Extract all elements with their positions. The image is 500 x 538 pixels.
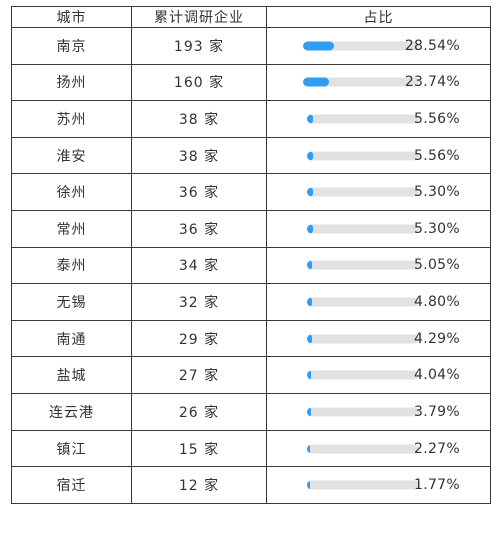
- share-bar-fill: [307, 444, 310, 453]
- share-bar-fill: [307, 260, 313, 270]
- header-city: 城市: [11, 6, 132, 28]
- count-cell: 34 家: [131, 246, 267, 285]
- share-bar-fill: [307, 480, 310, 490]
- share-cell: 5.56%: [266, 136, 491, 175]
- share-bar-fill: [303, 41, 335, 51]
- count-cell: 12 家: [131, 466, 267, 504]
- share-percent-label: 5.05%: [414, 257, 460, 274]
- table-row: 宿迁 12 家 1.77%: [11, 466, 491, 504]
- count-cell: 160 家: [131, 63, 267, 102]
- city-cell: 淮安: [11, 136, 132, 175]
- share-bar-fill: [307, 114, 313, 124]
- header-share: 占比: [266, 6, 491, 28]
- table-row: 连云港 26 家 3.79%: [11, 393, 491, 431]
- count-cell: 29 家: [131, 319, 267, 358]
- share-cell: 28.54%: [266, 27, 491, 65]
- share-bar-fill: [307, 151, 313, 161]
- count-cell: 38 家: [131, 100, 267, 138]
- city-cell: 连云港: [11, 393, 132, 431]
- share-percent-label: 5.30%: [414, 184, 460, 201]
- share-percent-label: 4.80%: [414, 294, 460, 311]
- share-cell: 3.79%: [266, 393, 491, 431]
- city-cell: 南京: [11, 27, 132, 65]
- share-bar-fill: [307, 297, 313, 307]
- share-bar-track: [307, 444, 419, 453]
- share-cell: 5.05%: [266, 246, 491, 285]
- share-bar-track: [307, 151, 419, 161]
- share-cell: 1.77%: [266, 466, 491, 504]
- table-row: 淮安 38 家 5.56%: [11, 136, 491, 175]
- table-row: 泰州 34 家 5.05%: [11, 246, 491, 285]
- share-bar-fill: [307, 407, 312, 417]
- city-survey-table: 城市 累计调研企业 占比 南京 193 家 28.54% 扬州 160 家 23.74% 苏…: [11, 6, 491, 504]
- share-cell: 4.04%: [266, 356, 491, 395]
- table-row: 盐城 27 家 4.04%: [11, 356, 491, 395]
- table-body: 南京 193 家 28.54% 扬州 160 家 23.74% 苏州 38 家 5.56% 淮安 3…: [11, 27, 491, 504]
- share-bar-track: [307, 187, 419, 197]
- table-row: 南京 193 家 28.54%: [11, 27, 491, 65]
- share-cell: 5.56%: [266, 100, 491, 138]
- share-cell: 4.29%: [266, 319, 491, 358]
- table-row: 南通 29 家 4.29%: [11, 319, 491, 358]
- city-cell: 扬州: [11, 63, 132, 102]
- city-cell: 南通: [11, 319, 132, 358]
- share-percent-label: 5.56%: [414, 147, 460, 164]
- table-row: 徐州 36 家 5.30%: [11, 173, 491, 212]
- city-cell: 镇江: [11, 429, 132, 468]
- share-bar-track: [303, 77, 419, 87]
- city-cell: 常州: [11, 210, 132, 248]
- city-cell: 无锡: [11, 283, 132, 321]
- share-cell: 5.30%: [266, 173, 491, 212]
- share-cell: 5.30%: [266, 210, 491, 248]
- table-row: 无锡 32 家 4.80%: [11, 283, 491, 321]
- share-bar-track: [307, 407, 419, 417]
- share-bar-fill: [307, 370, 312, 380]
- city-cell: 盐城: [11, 356, 132, 395]
- table-row: 苏州 38 家 5.56%: [11, 100, 491, 138]
- share-percent-label: 4.29%: [414, 330, 460, 347]
- count-cell: 193 家: [131, 27, 267, 65]
- table-header-row: 城市 累计调研企业 占比: [11, 6, 491, 28]
- count-cell: 36 家: [131, 210, 267, 248]
- count-cell: 38 家: [131, 136, 267, 175]
- share-cell: 2.27%: [266, 429, 491, 468]
- share-bar-track: [307, 260, 419, 270]
- share-bar-track: [307, 114, 419, 124]
- count-cell: 27 家: [131, 356, 267, 395]
- share-cell: 23.74%: [266, 63, 491, 102]
- count-cell: 36 家: [131, 173, 267, 212]
- share-bar-track: [303, 41, 419, 51]
- city-cell: 泰州: [11, 246, 132, 285]
- table-row: 扬州 160 家 23.74%: [11, 63, 491, 102]
- share-percent-label: 4.04%: [414, 367, 460, 384]
- share-bar-track: [307, 297, 419, 307]
- share-percent-label: 5.56%: [414, 111, 460, 128]
- city-cell: 徐州: [11, 173, 132, 212]
- share-percent-label: 28.54%: [404, 37, 460, 54]
- share-cell: 4.80%: [266, 283, 491, 321]
- share-bar-track: [307, 334, 419, 344]
- count-cell: 32 家: [131, 283, 267, 321]
- city-cell: 苏州: [11, 100, 132, 138]
- share-percent-label: 2.27%: [414, 440, 460, 457]
- share-percent-label: 1.77%: [414, 477, 460, 494]
- share-bar-fill: [307, 224, 313, 234]
- table-row: 镇江 15 家 2.27%: [11, 429, 491, 468]
- share-percent-label: 23.74%: [404, 74, 460, 91]
- share-percent-label: 5.30%: [414, 220, 460, 237]
- header-count: 累计调研企业: [131, 6, 267, 28]
- share-bar-track: [307, 224, 419, 234]
- share-bar-fill: [303, 77, 330, 87]
- count-cell: 15 家: [131, 429, 267, 468]
- share-bar-track: [307, 370, 419, 380]
- share-bar-track: [307, 480, 419, 490]
- city-cell: 宿迁: [11, 466, 132, 504]
- share-bar-fill: [307, 187, 313, 197]
- table-row: 常州 36 家 5.30%: [11, 210, 491, 248]
- share-percent-label: 3.79%: [414, 403, 460, 420]
- count-cell: 26 家: [131, 393, 267, 431]
- share-bar-fill: [307, 334, 312, 344]
